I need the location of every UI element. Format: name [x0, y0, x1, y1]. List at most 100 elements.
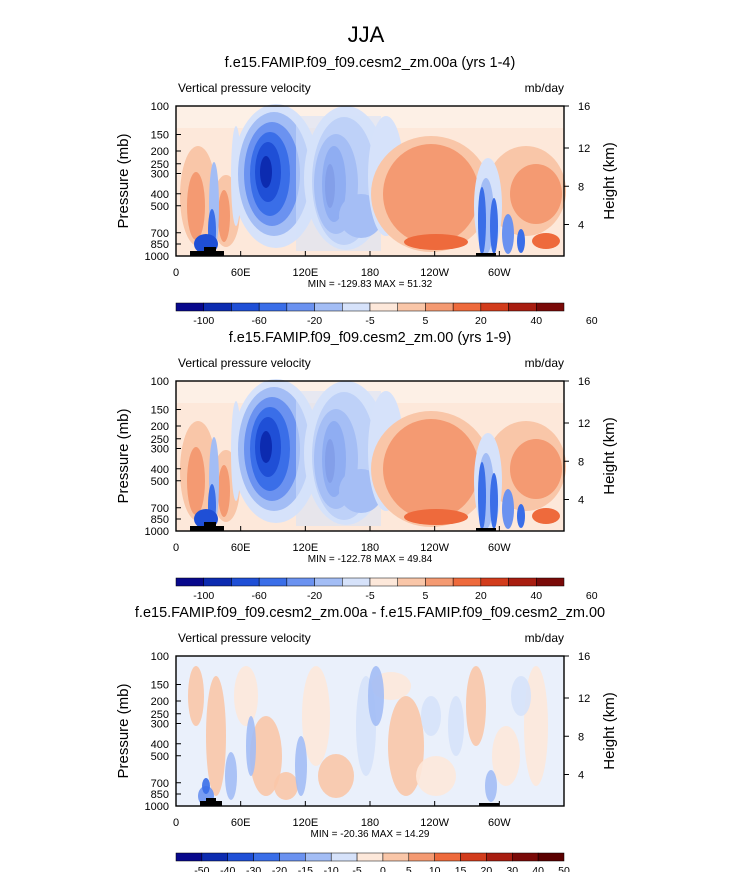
y-axis-label: Pressure (mb) [115, 133, 132, 228]
contour-region [421, 696, 441, 736]
y-tick-label: 100 [151, 651, 169, 663]
contour-region [383, 419, 479, 519]
topography [476, 253, 496, 256]
contour-region [296, 391, 381, 526]
colorbar-box [330, 852, 358, 862]
x-tick-label: 60W [488, 267, 511, 279]
y-tick-label: 850 [151, 789, 169, 801]
contour-region [260, 431, 272, 463]
x-tick-label: 0 [173, 542, 179, 554]
colorbar-label: 50 [558, 865, 570, 872]
contour-region [260, 156, 272, 188]
colorbar-box [175, 577, 204, 587]
y-tick-label: 1000 [145, 526, 169, 538]
contour-region [502, 214, 514, 254]
colorbar-label: 40 [532, 865, 544, 872]
contour-region [218, 465, 230, 517]
colorbar-label: 15 [455, 865, 467, 872]
x-tick-label: 120W [420, 817, 449, 829]
topography [206, 798, 216, 801]
colorbar-box [227, 852, 254, 862]
y-tick-label: 300 [151, 169, 169, 181]
colorbar-label: 5 [406, 865, 412, 872]
colorbar-box [480, 302, 509, 312]
colorbar-box [279, 852, 306, 862]
colorbar-box [258, 577, 288, 587]
contour-region [478, 462, 486, 530]
panel-title: f.e15.FAMIP.f09_f09.cesm2_zm.00a (yrs 1-… [225, 55, 516, 71]
colorbar-box [508, 577, 537, 587]
colorbar-label: 20 [475, 315, 487, 327]
units-label: mb/day [525, 356, 564, 370]
contour-region [502, 489, 514, 529]
y2-tick-label: 12 [578, 143, 590, 155]
colorbar-label: -100 [193, 315, 214, 327]
contour-region [296, 116, 381, 251]
contour-region [234, 666, 258, 726]
y-tick-label: 150 [151, 405, 169, 417]
y-axis-label: Pressure (mb) [115, 683, 132, 778]
colorbar-label: -40 [220, 865, 235, 872]
x-tick-label: 120W [420, 542, 449, 554]
x-tick-label: 60W [488, 542, 511, 554]
colorbar-label: 5 [423, 590, 429, 602]
colorbar-box [314, 577, 343, 587]
colorbar-box [286, 577, 315, 587]
colorbar-box [305, 852, 332, 862]
colorbar-label: -5 [365, 315, 374, 327]
topography [204, 247, 216, 251]
y2-axis-label: Height (km) [601, 692, 618, 770]
y2-tick-label: 4 [578, 220, 584, 232]
colorbar-box [480, 577, 509, 587]
colorbar-box [201, 852, 228, 862]
y2-axis-label: Height (km) [601, 142, 618, 220]
y-tick-label: 200 [151, 696, 169, 708]
contour-region [404, 234, 468, 250]
y2-tick-label: 16 [578, 651, 590, 663]
colorbar-box [408, 852, 435, 862]
y-tick-label: 850 [151, 239, 169, 251]
colorbar-box [258, 302, 288, 312]
y-tick-label: 150 [151, 680, 169, 692]
colorbar-box [231, 302, 260, 312]
x-tick-label: 120E [292, 267, 318, 279]
colorbar-label: 20 [481, 865, 493, 872]
y-tick-label: 150 [151, 130, 169, 142]
colorbar-label: -20 [272, 865, 287, 872]
y-tick-label: 200 [151, 146, 169, 158]
left-label: Vertical pressure velocity [178, 631, 311, 645]
figure-title: JJA [348, 22, 385, 47]
contour-region [218, 190, 230, 242]
y2-tick-label: 8 [578, 181, 584, 193]
colorbar-label: -60 [252, 315, 267, 327]
contour-region [246, 716, 256, 776]
y-tick-label: 400 [151, 189, 169, 201]
y-tick-label: 300 [151, 719, 169, 731]
x-tick-label: 120E [292, 542, 318, 554]
colorbar-label: 40 [530, 315, 542, 327]
y2-tick-label: 4 [578, 770, 584, 782]
y-tick-label: 500 [151, 201, 169, 213]
colorbar-box [397, 302, 426, 312]
contour-region [466, 666, 486, 746]
contour-region [188, 666, 204, 726]
contour-region [517, 229, 525, 253]
topography [190, 526, 224, 531]
y-tick-label: 400 [151, 464, 169, 476]
colorbar-box [460, 852, 487, 862]
contour-region [510, 439, 562, 499]
y-tick-label: 250 [151, 159, 169, 171]
contour-region [274, 772, 298, 800]
contour-region [383, 144, 479, 244]
colorbar-box [203, 302, 232, 312]
contour-region [532, 508, 560, 524]
contour-region [295, 736, 307, 796]
colorbar-box [356, 852, 384, 862]
colorbar-box [434, 852, 461, 862]
colorbar-label: 5 [423, 315, 429, 327]
x-tick-label: 180 [361, 267, 379, 279]
y2-tick-label: 12 [578, 693, 590, 705]
colorbar-box [425, 577, 454, 587]
topography [479, 803, 499, 806]
contour-region [490, 473, 498, 529]
